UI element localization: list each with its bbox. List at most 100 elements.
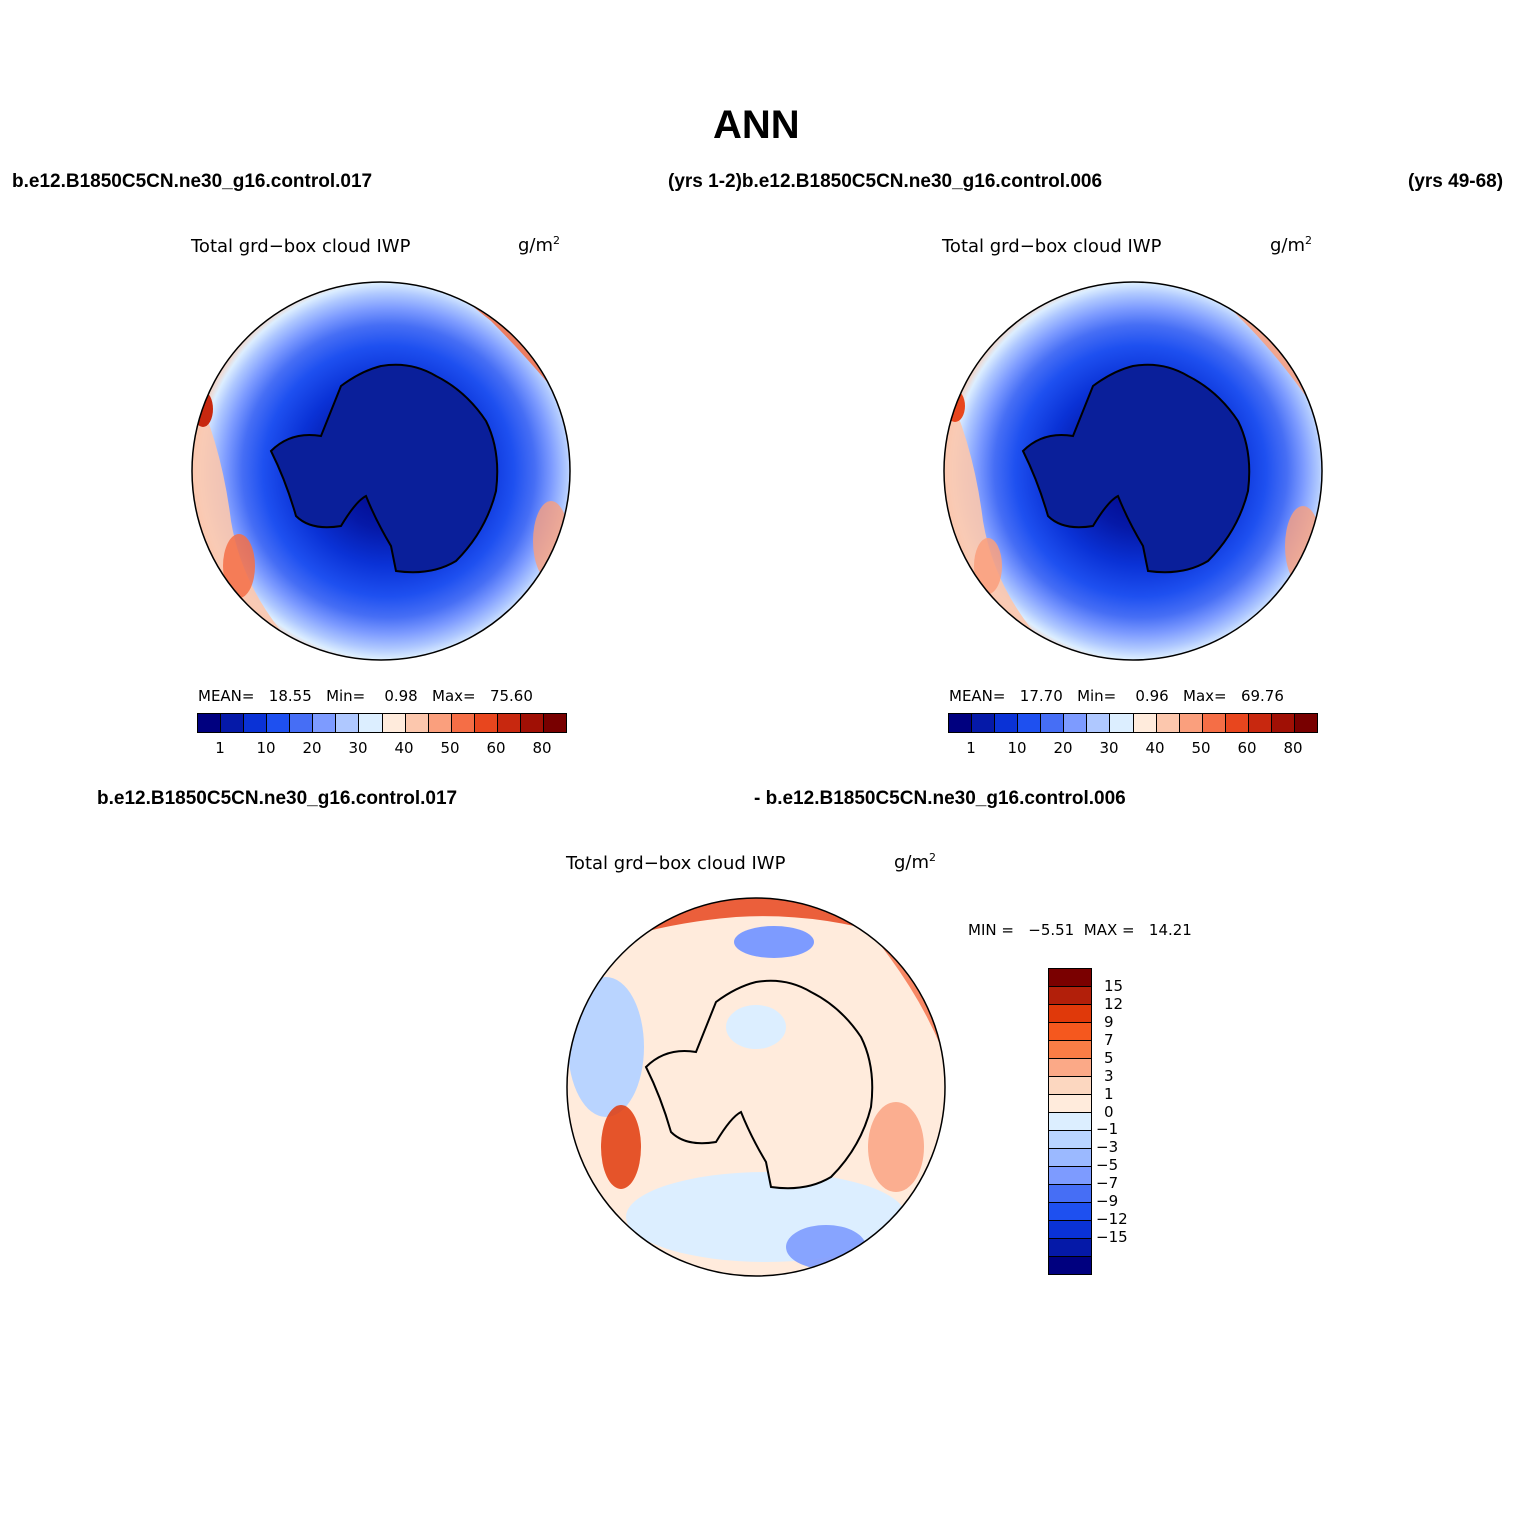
stat-max-label: MAX = [1083, 921, 1135, 939]
units-exp: 2 [929, 851, 937, 864]
colorbar-tick-label: −7 [1096, 1174, 1119, 1193]
colorbar-swatch [1049, 1167, 1091, 1185]
colorbar-swatch [1202, 714, 1226, 732]
stats-left: MEAN= 18.55 Min= 0.98 Max= 75.60 [198, 687, 533, 705]
colorbar-right [948, 713, 1318, 733]
cool-region-south [626, 1172, 906, 1262]
stat-mean-label: MEAN= [198, 687, 255, 705]
colorbar-tick-label: 10 [256, 739, 276, 757]
colorbar-swatch [405, 714, 429, 732]
colorbar-tick-label: 20 [302, 739, 322, 757]
stats-right: MEAN= 17.70 Min= 0.96 Max= 69.76 [949, 687, 1284, 705]
colorbar-tick-label: 20 [1053, 739, 1073, 757]
colorbar-tick-label: 15 [1104, 976, 1124, 995]
colorbar-swatch [474, 714, 498, 732]
colorbar-swatch [382, 714, 406, 732]
colorbar-swatch [1271, 714, 1295, 732]
colorbar-swatch [428, 714, 452, 732]
colorbar-swatch [1049, 1131, 1091, 1149]
colorbar-swatch [221, 714, 245, 732]
colorbar-swatch [1087, 714, 1111, 732]
colorbar-left [197, 713, 567, 733]
colorbar-tick-label: −1 [1096, 1120, 1119, 1139]
colorbar-tick-label: 50 [1191, 739, 1211, 757]
colorbar-swatch [497, 714, 521, 732]
colorbar-tick-label: 9 [1104, 1012, 1114, 1031]
stat-max-label: Max= [432, 687, 476, 705]
colorbar-swatch [290, 714, 314, 732]
stat-min-label: MIN = [968, 921, 1014, 939]
colorbar-swatch [1248, 714, 1272, 732]
colorbar-tick-label: 60 [486, 739, 506, 757]
colorbar-swatch [1049, 987, 1091, 1005]
case-name-top-mid: (yrs 1-2)b.e12.B1850C5CN.ne30_g16.contro… [668, 171, 1103, 192]
colorbar-tick-label: −9 [1096, 1192, 1119, 1211]
colorbar-swatch [972, 714, 996, 732]
colorbar-swatch [520, 714, 544, 732]
units-label-left: g/m2 [518, 234, 560, 256]
colorbar-swatch [1049, 1041, 1091, 1059]
colorbar-swatch [1064, 714, 1088, 732]
case-name-top-left: b.e12.B1850C5CN.ne30_g16.control.017 [12, 171, 373, 192]
cool-region-west [568, 977, 644, 1117]
polar-map-right [943, 281, 1323, 661]
stat-max-value: 75.60 [489, 687, 533, 705]
antarctica-coastline [644, 979, 874, 1190]
colorbar-tick-label: 50 [440, 739, 460, 757]
warm-spot-west [223, 534, 255, 598]
colorbar-swatch [1049, 1221, 1091, 1239]
colorbar-tick-label: 12 [1104, 994, 1124, 1013]
colorbar-tick-label: 0 [1104, 1102, 1114, 1121]
colorbar-tick-label: 60 [1237, 739, 1257, 757]
colorbar-swatch [1049, 1095, 1091, 1113]
cool-spot-antarctica [726, 1005, 786, 1049]
antarctica-coastline [269, 363, 499, 574]
colorbar-diff [1048, 968, 1092, 1275]
colorbar-swatch [336, 714, 360, 732]
colorbar-swatch [1133, 714, 1157, 732]
colorbar-swatch [1018, 714, 1042, 732]
colorbar-swatch [995, 714, 1019, 732]
units-exp: 2 [1305, 234, 1313, 247]
polar-map-left [191, 281, 571, 661]
colorbar-swatch [313, 714, 337, 732]
stat-min-value: 0.96 [1135, 687, 1169, 705]
colorbar-swatch [198, 714, 222, 732]
colorbar-swatch [451, 714, 475, 732]
case-name-top-right: (yrs 49-68) [1408, 171, 1504, 192]
colorbar-tick-label: 5 [1104, 1048, 1114, 1067]
stat-mean-value: 17.70 [1019, 687, 1063, 705]
colorbar-tick-label: 3 [1104, 1066, 1114, 1085]
units-base: g/m [894, 852, 930, 873]
stat-min-value: 0.98 [384, 687, 418, 705]
colorbar-swatch [1179, 714, 1203, 732]
warm-spot-west [974, 538, 1002, 594]
units-label-right: g/m2 [1270, 234, 1312, 256]
variable-label-left: Total grd−box cloud IWP [191, 236, 411, 257]
colorbar-swatch [1049, 1077, 1091, 1095]
colorbar-tick-label: −12 [1096, 1210, 1128, 1229]
colorbar-swatch [1110, 714, 1134, 732]
colorbar-tick-label: 80 [1283, 739, 1303, 757]
colorbar-tick-label: 1 [1104, 1084, 1114, 1103]
colorbar-tick-label: 30 [348, 739, 368, 757]
colorbar-swatch [543, 714, 566, 732]
stat-min-label: Min= [326, 687, 366, 705]
colorbar-swatch [1049, 1113, 1091, 1131]
colorbar-tick-label: −3 [1096, 1138, 1119, 1157]
variable-label-right: Total grd−box cloud IWP [942, 236, 1162, 257]
warm-spot-east [868, 1102, 924, 1192]
colorbar-tick-label: 30 [1099, 739, 1119, 757]
stat-mean-value: 18.55 [268, 687, 312, 705]
colorbar-tick-label: 1 [966, 739, 976, 757]
stat-max-value: 14.21 [1148, 921, 1192, 939]
polar-map-diff [566, 897, 946, 1277]
colorbar-swatch [244, 714, 268, 732]
colorbar-swatch [1049, 1239, 1091, 1257]
cool-spot-north [734, 926, 814, 958]
colorbar-tick-label: −5 [1096, 1156, 1119, 1175]
variable-label-diff: Total grd−box cloud IWP [566, 853, 786, 874]
colorbar-tick-label: 40 [394, 739, 414, 757]
colorbar-tick-label: 1 [215, 739, 225, 757]
colorbar-swatch [267, 714, 291, 732]
